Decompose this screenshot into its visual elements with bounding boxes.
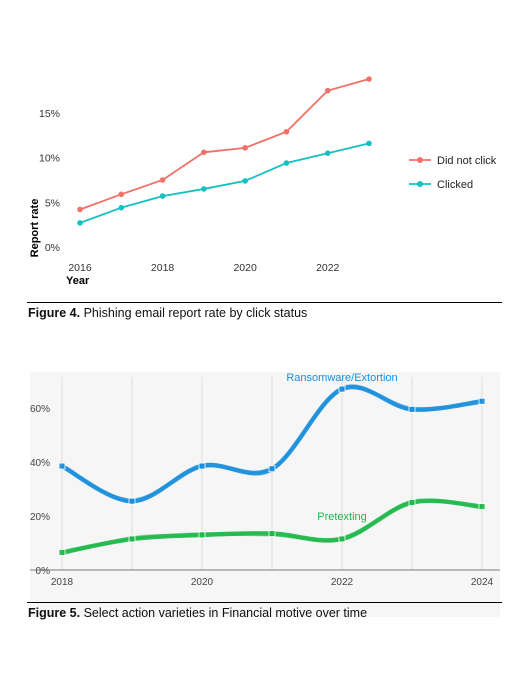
y-tick-label: 5% <box>45 197 60 209</box>
data-point <box>118 191 125 198</box>
data-point <box>242 178 248 184</box>
data-point <box>159 193 166 199</box>
x-tick-label: 2020 <box>233 262 257 274</box>
x-axis-label: Year <box>66 275 90 287</box>
action-varieties-chart: 0% 20% 40% 60% 2018 2020 2022 2024 Ransomware/… <box>30 372 500 617</box>
figure-5-caption-text: Select action varieties in Financial mot… <box>80 606 368 620</box>
y-tick-label: 10% <box>39 153 60 165</box>
legend-label: Clicked <box>437 179 473 191</box>
data-point <box>268 465 276 473</box>
data-point <box>478 503 486 510</box>
data-point <box>268 530 276 537</box>
data-point <box>77 206 83 213</box>
legend-marker <box>417 181 423 187</box>
figure-5-rule <box>27 602 502 603</box>
data-point <box>366 76 372 82</box>
data-point <box>159 177 166 183</box>
figure-5-caption: Figure 5. Select action varieties in Fin… <box>28 606 367 620</box>
data-point <box>77 220 83 226</box>
y-tick-label: 20% <box>30 512 50 523</box>
figure-4-caption: Figure 4. Phishing email report rate by … <box>28 306 307 320</box>
data-point <box>128 497 136 505</box>
y-tick-label: 60% <box>30 404 50 415</box>
x-tick-label: 2018 <box>151 262 175 274</box>
data-point <box>324 150 331 156</box>
series-label: Pretexting <box>317 511 367 523</box>
y-tick-label: 40% <box>30 458 50 469</box>
legend-marker <box>417 157 423 163</box>
data-point <box>324 87 331 94</box>
x-tick-label: 2018 <box>51 577 74 588</box>
data-point <box>408 499 416 506</box>
data-point <box>118 204 125 211</box>
y-axis-label: Report rate <box>29 199 41 258</box>
report-rate-chart: 0%5%10%15% 2016 2018 2020 2022 Report rate … <box>29 76 497 287</box>
data-point <box>478 397 486 405</box>
data-point <box>58 462 66 470</box>
data-point <box>198 531 206 539</box>
data-point <box>338 535 346 543</box>
data-point <box>283 160 290 166</box>
figure-4-caption-text: Phishing email report rate by click stat… <box>80 306 308 320</box>
x-tick-label: 2022 <box>316 262 340 274</box>
data-point <box>242 145 248 151</box>
data-point <box>201 186 207 192</box>
data-point <box>198 462 206 470</box>
y-tick-label: 0% <box>45 242 60 254</box>
data-point <box>408 405 416 413</box>
figure-4-label: Figure 4. <box>28 306 81 320</box>
data-point <box>201 149 207 156</box>
figure-5-label: Figure 5. <box>28 606 81 620</box>
legend-label: Did not click <box>437 155 497 167</box>
data-point <box>128 535 136 543</box>
y-tick-label: 15% <box>39 108 60 120</box>
data-point <box>338 385 346 393</box>
x-tick-label: 2024 <box>471 577 494 588</box>
x-tick-label: 2016 <box>68 262 92 274</box>
series-line-clicked <box>79 142 370 224</box>
data-point <box>58 549 66 556</box>
x-tick-label: 2022 <box>331 577 354 588</box>
data-point <box>283 128 290 135</box>
y-tick-label: 0% <box>36 566 51 577</box>
data-point <box>366 140 372 147</box>
figure-4-rule <box>27 302 502 303</box>
series-line-did-not-click <box>79 78 370 211</box>
series-label: Ransomware/Extortion <box>286 372 397 384</box>
x-tick-label: 2020 <box>191 577 214 588</box>
